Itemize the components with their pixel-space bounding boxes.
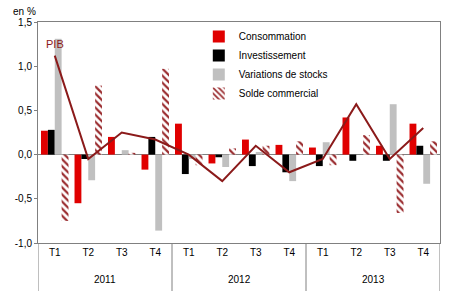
svg-text:T2: T2 <box>82 247 94 258</box>
svg-text:0,5: 0,5 <box>18 105 32 116</box>
svg-text:T4: T4 <box>283 247 295 258</box>
svg-text:Consommation: Consommation <box>239 31 306 42</box>
svg-text:Solde commercial: Solde commercial <box>239 88 318 99</box>
svg-text:en %: en % <box>13 6 36 17</box>
svg-text:T1: T1 <box>49 247 61 258</box>
svg-text:T3: T3 <box>116 247 128 258</box>
svg-text:T4: T4 <box>417 247 429 258</box>
svg-text:2013: 2013 <box>362 274 385 285</box>
svg-text:T1: T1 <box>317 247 329 258</box>
svg-text:Variations de stocks: Variations de stocks <box>239 69 328 80</box>
svg-text:1,5: 1,5 <box>18 17 32 28</box>
svg-text:T3: T3 <box>384 247 396 258</box>
svg-text:-1,0: -1,0 <box>15 238 33 249</box>
svg-text:2011: 2011 <box>94 274 116 285</box>
svg-text:T3: T3 <box>250 247 262 258</box>
svg-text:1,0: 1,0 <box>18 61 32 72</box>
svg-text:PIB: PIB <box>46 38 64 50</box>
svg-text:0,0: 0,0 <box>18 149 32 160</box>
svg-text:2012: 2012 <box>228 274 251 285</box>
svg-text:T4: T4 <box>149 247 161 258</box>
svg-text:-0,5: -0,5 <box>15 193 33 204</box>
svg-text:T1: T1 <box>183 247 195 258</box>
svg-text:Investissement: Investissement <box>239 50 306 61</box>
svg-text:T2: T2 <box>350 247 362 258</box>
svg-text:T2: T2 <box>216 247 228 258</box>
